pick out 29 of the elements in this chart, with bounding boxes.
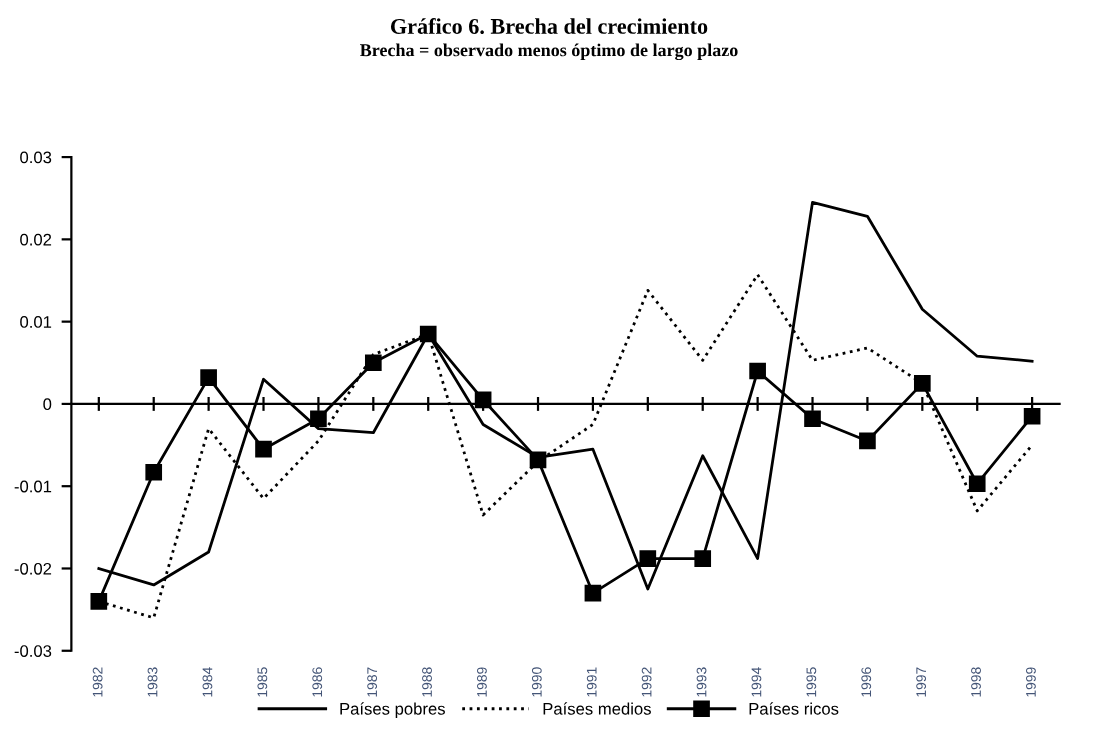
point xyxy=(1023,407,1041,425)
legend-label: Países pobres xyxy=(340,702,445,719)
y-tick-label: 0.02 xyxy=(20,233,52,246)
legend-label: Países ricos xyxy=(749,702,839,715)
point xyxy=(90,593,108,610)
point xyxy=(584,584,602,602)
point xyxy=(694,550,712,567)
point xyxy=(364,354,382,372)
point xyxy=(145,463,163,481)
point xyxy=(255,440,272,458)
y-tick-label: -0.03 xyxy=(14,645,52,657)
y-tick-label: 0.03 xyxy=(20,151,52,164)
point xyxy=(639,550,657,567)
point xyxy=(419,325,437,343)
y-tick-label: -0.01 xyxy=(14,480,52,493)
chart-subtitle: Brecha = observado menos óptimo de largo plazo xyxy=(360,43,738,61)
point xyxy=(310,410,327,428)
point xyxy=(804,410,821,428)
y-tick-label: 0 xyxy=(43,398,52,411)
y-tick-label: -0.02 xyxy=(14,562,52,575)
point xyxy=(913,375,931,392)
point xyxy=(859,432,876,450)
point xyxy=(968,475,986,493)
point xyxy=(749,362,766,380)
point xyxy=(529,451,547,469)
y-tick-label: 0.01 xyxy=(20,316,52,328)
legend-label: Países medios xyxy=(543,702,651,715)
point xyxy=(200,369,217,386)
chart-title: Gráfico 6. Brecha del crecimiento xyxy=(390,18,708,34)
